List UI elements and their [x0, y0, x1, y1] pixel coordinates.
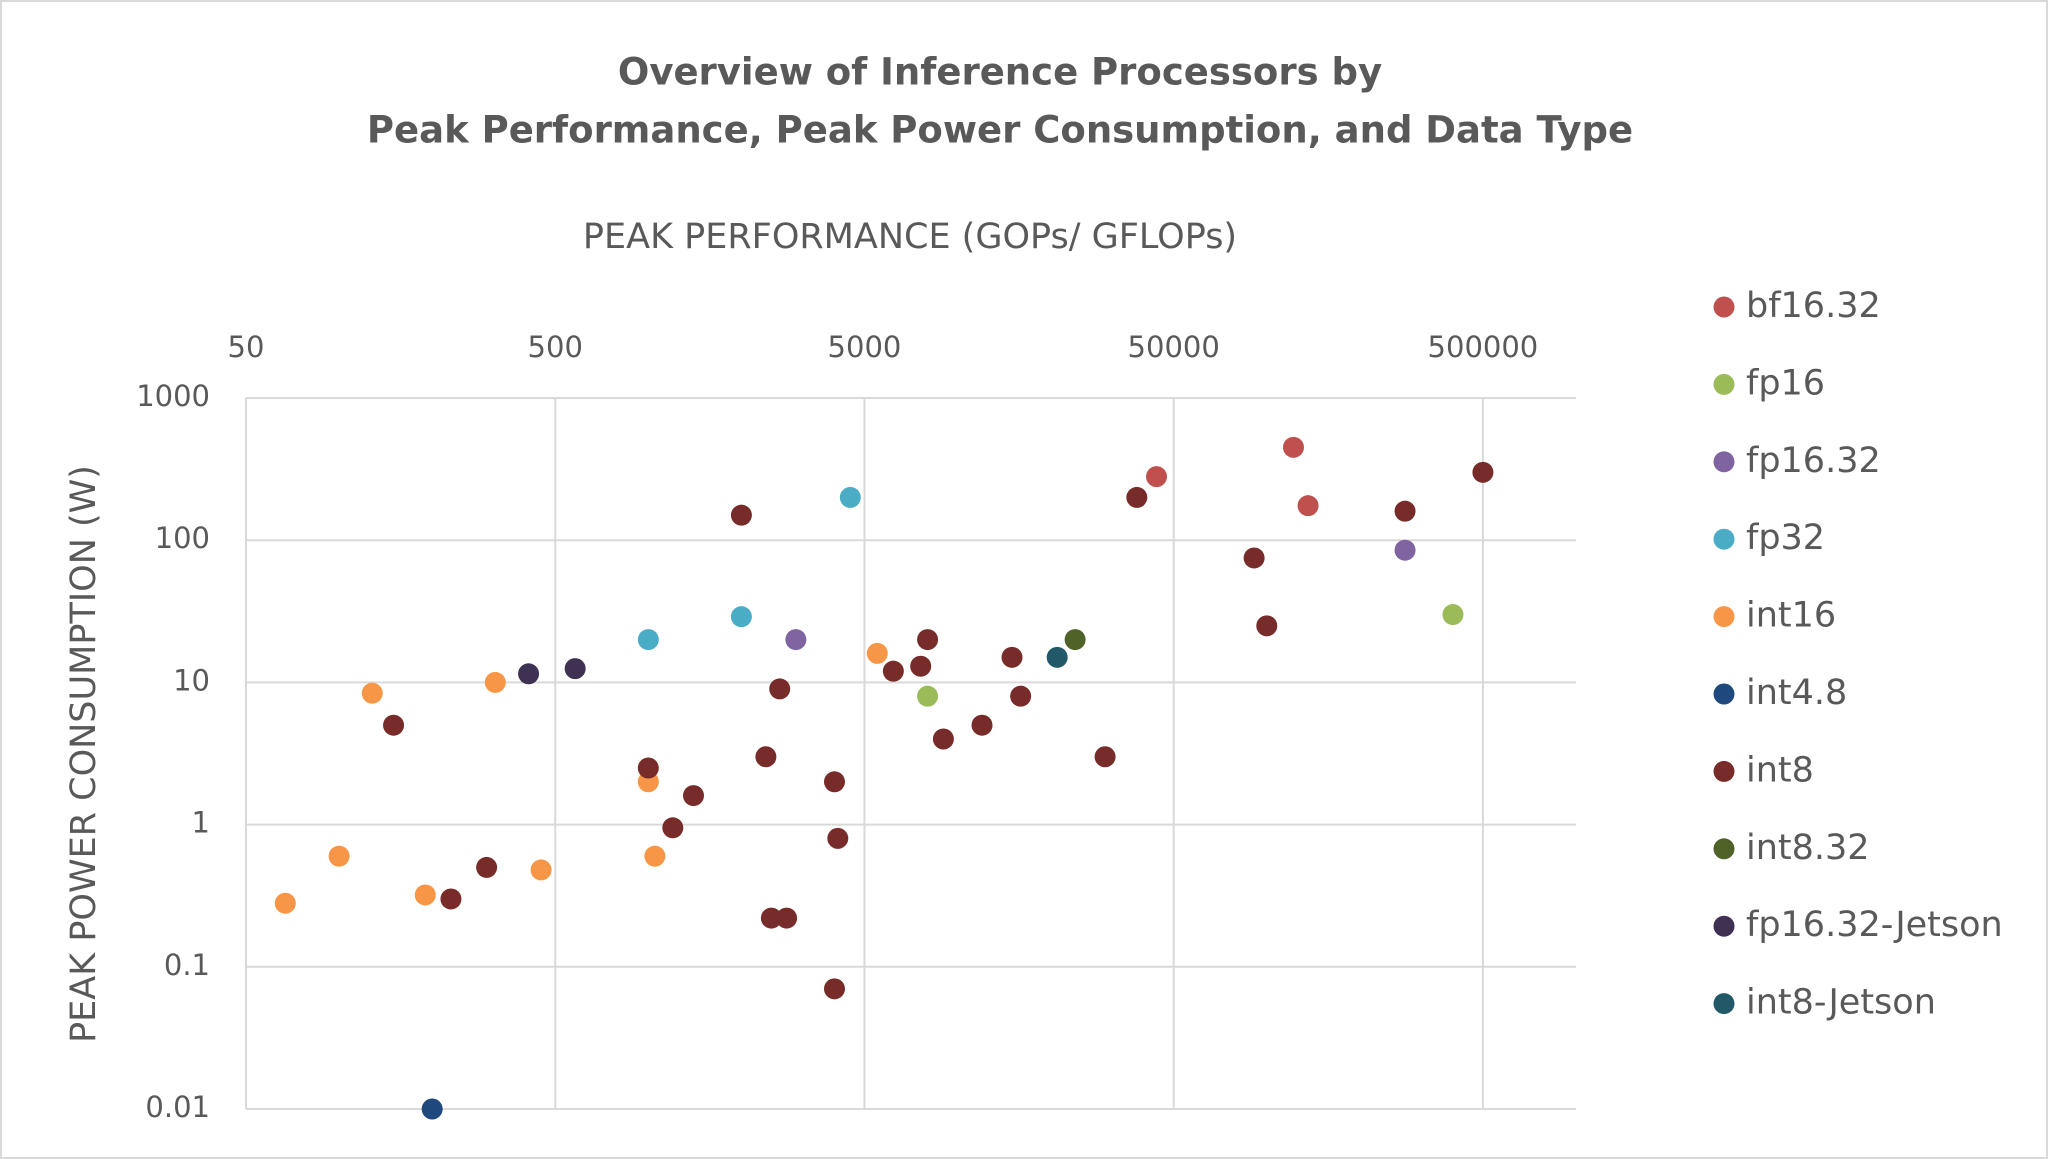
y-tick-label: 0.01 — [145, 1090, 210, 1124]
legend-label: fp32 — [1746, 518, 1825, 558]
data-point — [776, 907, 798, 929]
legend-marker — [1713, 528, 1735, 550]
data-point — [882, 660, 904, 682]
data-point — [769, 678, 791, 700]
data-point — [564, 658, 586, 680]
legend-label: fp16.32-Jetson — [1746, 905, 2003, 945]
data-point — [361, 682, 383, 704]
legend-marker — [1713, 993, 1735, 1015]
legend-label: fp16.32 — [1746, 441, 1881, 481]
legend-label: int4.8 — [1746, 673, 1847, 713]
data-point — [274, 892, 296, 914]
data-point — [414, 884, 436, 906]
data-point — [383, 714, 405, 736]
data-point — [1010, 685, 1032, 707]
chart-title: Peak Performance, Peak Power Consumption… — [367, 109, 1633, 152]
y-tick-label: 100 — [155, 521, 210, 555]
data-point — [1394, 500, 1416, 522]
legend-marker — [1713, 760, 1735, 782]
y-axis-title: PEAK POWER CONSUMPTION (W) — [64, 465, 104, 1043]
data-point — [932, 728, 954, 750]
data-point — [1146, 466, 1168, 488]
legend-marker — [1713, 606, 1735, 628]
data-point — [730, 504, 752, 526]
data-point — [1472, 461, 1494, 483]
data-point — [827, 827, 849, 849]
data-point — [760, 907, 782, 929]
data-point — [823, 978, 845, 1000]
data-point — [1442, 604, 1464, 626]
x-tick-label: 50 — [228, 330, 265, 364]
legend-marker — [1713, 683, 1735, 705]
data-point — [644, 845, 666, 867]
legend-marker — [1713, 296, 1735, 318]
data-point — [823, 771, 845, 793]
data-point — [637, 757, 659, 779]
data-point — [917, 685, 939, 707]
data-point — [1297, 495, 1319, 517]
data-point — [518, 663, 540, 685]
data-point — [662, 817, 684, 839]
legend-marker — [1713, 451, 1735, 473]
x-tick-label: 5000 — [828, 330, 902, 364]
data-point — [917, 629, 939, 651]
x-tick-label: 50000 — [1128, 330, 1220, 364]
y-tick-label: 0.1 — [164, 948, 210, 982]
data-point — [971, 714, 993, 736]
legend-label: int8 — [1746, 750, 1814, 790]
data-point — [1256, 615, 1278, 637]
legend-marker — [1713, 915, 1735, 937]
y-tick-label: 1 — [192, 806, 210, 840]
x-axis-title: PEAK PERFORMANCE (GOPs/ GFLOPs) — [583, 217, 1237, 257]
legend-marker — [1713, 373, 1735, 395]
legend-label: bf16.32 — [1746, 286, 1881, 326]
data-point — [866, 642, 888, 664]
chart-title: Overview of Inference Processors by — [618, 51, 1382, 94]
data-point — [1282, 436, 1304, 458]
y-tick-label: 1000 — [136, 379, 210, 413]
data-point — [476, 856, 498, 878]
data-point — [1126, 486, 1148, 508]
data-point — [328, 845, 350, 867]
x-tick-label: 500000 — [1428, 330, 1539, 364]
data-point — [440, 888, 462, 910]
data-point — [484, 671, 506, 693]
data-point — [1046, 646, 1068, 668]
data-point — [755, 746, 777, 768]
y-tick-label: 10 — [173, 663, 210, 697]
data-point — [1094, 746, 1116, 768]
data-point — [730, 606, 752, 628]
data-point — [1001, 646, 1023, 668]
data-point — [421, 1098, 443, 1120]
legend-label: int16 — [1746, 596, 1836, 636]
data-point — [839, 486, 861, 508]
data-point — [530, 859, 552, 881]
legend-label: int8-Jetson — [1746, 983, 1936, 1023]
data-point — [1394, 539, 1416, 561]
data-point — [1243, 547, 1265, 569]
legend-label: fp16 — [1746, 363, 1825, 403]
data-point — [785, 629, 807, 651]
data-point — [1064, 629, 1086, 651]
legend-label: int8.32 — [1746, 828, 1870, 868]
data-point — [637, 629, 659, 651]
data-point — [683, 785, 705, 807]
data-point — [910, 655, 932, 677]
legend-marker — [1713, 838, 1735, 860]
x-tick-label: 500 — [528, 330, 583, 364]
